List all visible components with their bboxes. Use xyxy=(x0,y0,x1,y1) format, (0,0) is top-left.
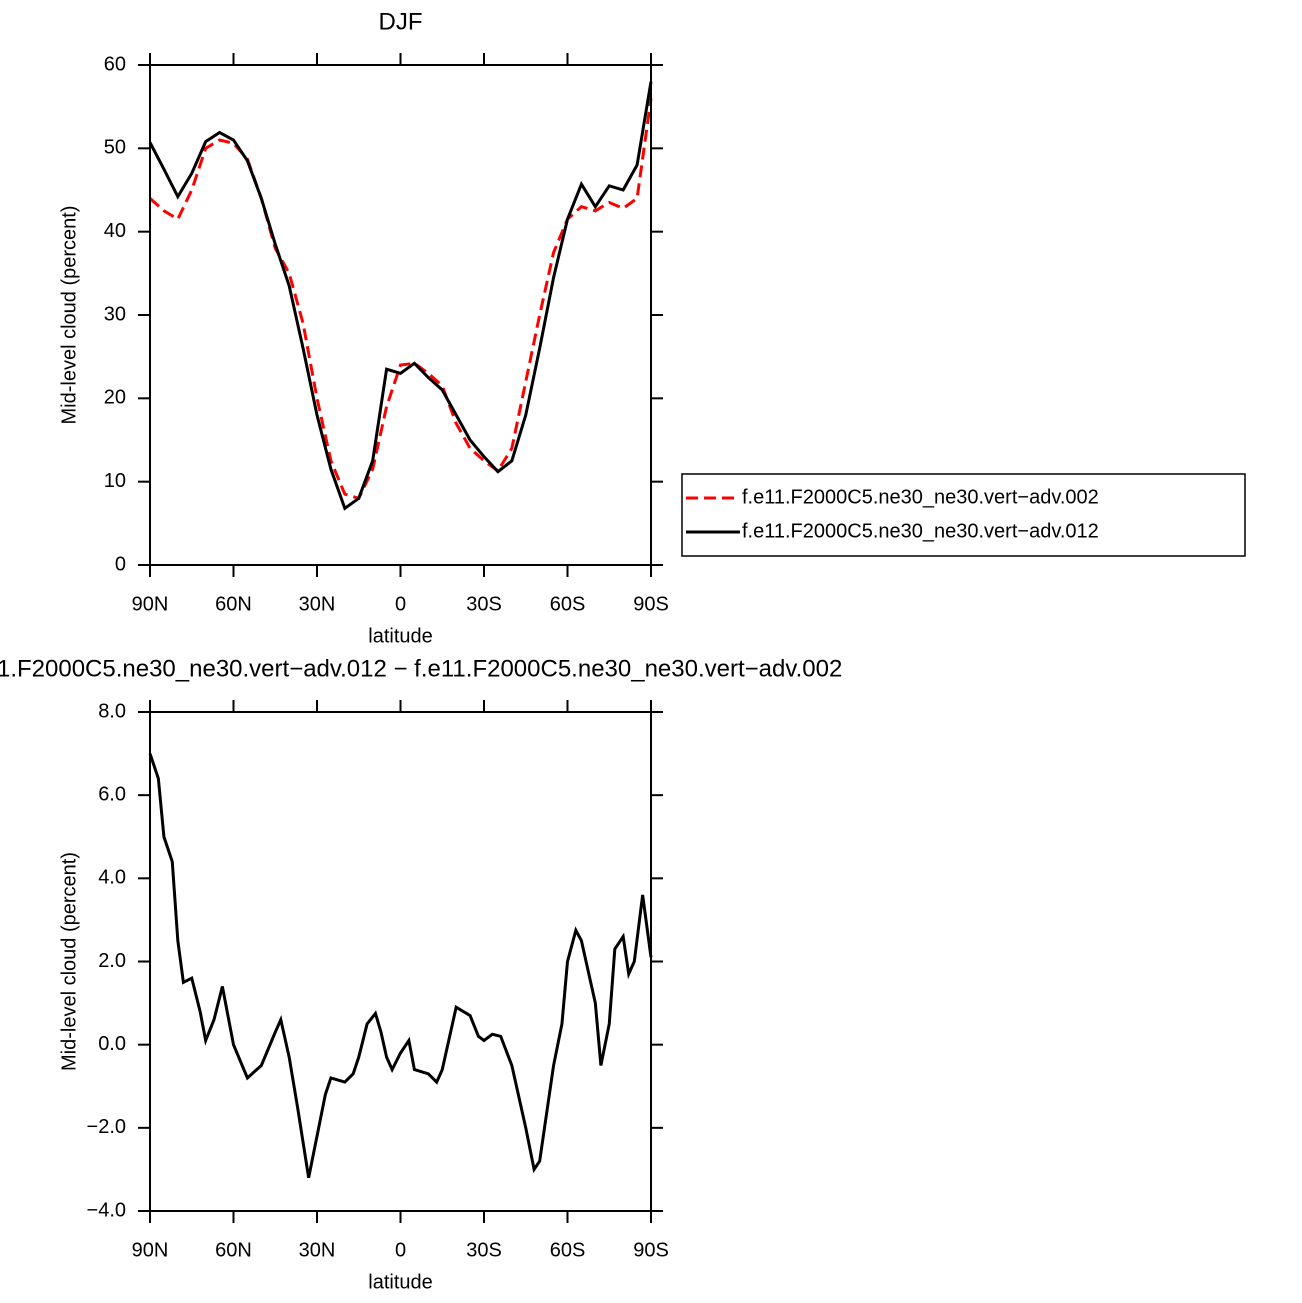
chart-title: DJF xyxy=(379,8,423,35)
data-line xyxy=(148,753,653,1179)
data-line xyxy=(148,81,653,511)
x-tick-label: 60N xyxy=(215,1239,252,1261)
plot-frame xyxy=(149,64,652,566)
legend-box xyxy=(681,473,1246,557)
x-tick-label: 0 xyxy=(395,593,406,615)
y-axis-title: Mid-level cloud (percent) xyxy=(58,206,80,425)
x-tick-label: 30S xyxy=(466,1239,502,1261)
x-tick-label: 0 xyxy=(395,1239,406,1261)
x-tick-label: 60S xyxy=(550,593,586,615)
x-tick-label: 60S xyxy=(550,1239,586,1261)
legend-label: f.e11.F2000C5.ne30_ne30.vert−adv.002 xyxy=(742,486,1099,508)
y-tick-label: 60 xyxy=(104,53,126,75)
y-tick-label: −2.0 xyxy=(87,1116,126,1138)
x-tick-label: 30N xyxy=(299,1239,336,1261)
y-tick-label: 50 xyxy=(104,137,126,159)
y-tick-label: 4.0 xyxy=(98,867,126,889)
chart-title: f.e11.F2000C5.ne30_ne30.vert−adv.012 − f… xyxy=(0,655,842,682)
y-axis-title: Mid-level cloud (percent) xyxy=(58,852,80,1071)
y-tick-label: 0.0 xyxy=(98,1033,126,1055)
x-tick-label: 90N xyxy=(132,1239,169,1261)
y-tick-label: 0 xyxy=(115,553,126,575)
x-axis-title: latitude xyxy=(368,625,433,647)
plot-frame xyxy=(149,711,652,1212)
y-tick-label: 10 xyxy=(104,470,126,492)
x-tick-label: 30N xyxy=(299,593,336,615)
x-tick-label: 90N xyxy=(132,593,169,615)
x-axis-title: latitude xyxy=(368,1271,433,1293)
x-tick-label: 90S xyxy=(633,1239,669,1261)
y-tick-label: 20 xyxy=(104,387,126,409)
data-line xyxy=(148,98,653,501)
y-tick-label: 6.0 xyxy=(98,783,126,805)
y-tick-label: 30 xyxy=(104,303,126,325)
y-tick-label: −4.0 xyxy=(87,1199,126,1221)
y-tick-label: 8.0 xyxy=(98,700,126,722)
y-tick-label: 2.0 xyxy=(98,950,126,972)
x-tick-label: 60N xyxy=(215,593,252,615)
x-tick-label: 90S xyxy=(633,593,669,615)
y-tick-label: 40 xyxy=(104,220,126,242)
legend-label: f.e11.F2000C5.ne30_ne30.vert−adv.012 xyxy=(742,520,1099,542)
x-tick-label: 30S xyxy=(466,593,502,615)
